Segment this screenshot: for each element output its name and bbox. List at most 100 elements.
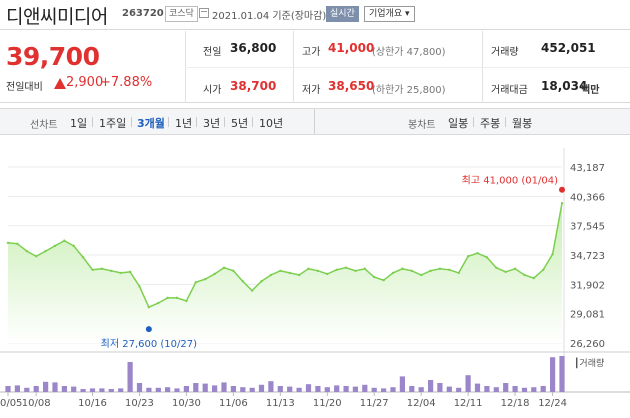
change-rate: +7.88% (100, 75, 153, 90)
volume-bar (493, 387, 499, 392)
separator (252, 117, 253, 127)
candle-chart-label[interactable]: 봉차트 (408, 120, 436, 131)
period-10y[interactable]: 10년 (259, 117, 284, 130)
price-point (91, 268, 94, 272)
volume-value: 452,051 (541, 41, 596, 55)
volume-bar (61, 386, 67, 392)
price-point (560, 202, 564, 205)
x-tick-label: 12/04 (407, 398, 436, 409)
volume-bar (155, 387, 161, 392)
price-point (438, 267, 442, 270)
price-point (138, 285, 141, 288)
volume-bar (183, 386, 189, 392)
volume-bar (456, 387, 462, 392)
volume-bar (362, 384, 368, 392)
volume-bar (108, 389, 114, 392)
volume-bar (418, 387, 424, 392)
price-point (119, 271, 122, 275)
price-point (419, 273, 423, 277)
amount-unit: 백만 (581, 85, 600, 96)
line-chart-label[interactable]: 선차트 (30, 120, 58, 131)
separator (224, 117, 225, 127)
price-point (53, 244, 57, 248)
price-point (457, 271, 460, 275)
price-point (513, 267, 517, 270)
price-point (203, 277, 207, 281)
volume-bar (230, 386, 236, 392)
calendar-icon (199, 8, 209, 18)
price-point (222, 266, 226, 269)
price-point (241, 280, 244, 283)
stock-code: 263720 (122, 8, 164, 19)
candle-monthly[interactable]: 월봉 (512, 117, 533, 130)
x-tick-label: 10/30 (172, 398, 201, 409)
volume-bar (136, 383, 143, 392)
y-tick-label: 31,902 (570, 280, 605, 291)
volume-bar (390, 387, 396, 392)
high-value: 41,000 (328, 41, 375, 55)
prev-close-value: 36,800 (230, 41, 277, 55)
market-badge: 코스닥 (165, 6, 198, 22)
candle-daily[interactable]: 일봉 (448, 117, 469, 130)
separator (168, 117, 169, 127)
separator (92, 117, 93, 127)
period-3y[interactable]: 3년 (203, 117, 221, 130)
candle-weekly[interactable]: 주봉 (480, 117, 501, 130)
realtime-button[interactable]: 실시간 (326, 6, 359, 22)
price-point (213, 272, 216, 276)
volume-bar (202, 383, 208, 392)
price-point (532, 276, 536, 280)
price-point (401, 267, 404, 270)
low-value: 38,650 (328, 79, 375, 93)
period-5y[interactable]: 5년 (231, 117, 249, 130)
volume-bar (296, 387, 302, 392)
period-3m[interactable]: 3개월 (137, 117, 165, 130)
price-point (269, 273, 273, 277)
volume-bar (14, 385, 20, 392)
price-point (16, 242, 19, 246)
company-overview-button[interactable]: 기업개요 ▾ (364, 6, 415, 22)
price-point (316, 269, 320, 273)
price-point (307, 267, 310, 270)
period-1d[interactable]: 1일 (70, 117, 88, 130)
price-point (335, 268, 338, 272)
price-point (63, 239, 66, 242)
separator (196, 117, 197, 127)
price-point (476, 251, 479, 255)
price-point (110, 269, 113, 273)
volume-bar (249, 387, 255, 392)
max-marker (559, 186, 565, 193)
volume-bar (277, 386, 283, 392)
volume-bar (371, 387, 377, 392)
open-value: 38,700 (230, 79, 277, 93)
stock-name: 디앤씨미디어 (6, 6, 108, 28)
price-point (504, 270, 507, 274)
price-point (373, 275, 376, 279)
y-tick-label: 34,723 (570, 251, 605, 262)
prev-close-label: 전일 (203, 47, 222, 58)
separator (473, 117, 474, 127)
change-value: 2,900 (66, 75, 104, 90)
period-1y[interactable]: 1년 (175, 117, 193, 130)
x-tick-label: 11/27 (360, 398, 389, 409)
price-point (344, 266, 348, 269)
volume-bar (5, 386, 11, 392)
period-1w[interactable]: 1주일 (99, 117, 127, 130)
y-tick-label: 29,081 (570, 310, 605, 321)
volume-bar (428, 380, 434, 392)
price-point (354, 269, 357, 273)
y-axis: 43,187 40,366 37,545 34,723 31,902 29,081 26,2… (570, 163, 605, 350)
volume-bar (381, 388, 387, 392)
volume-bar (484, 386, 490, 392)
x-tick-label: 11/20 (313, 398, 342, 409)
volume-bar (334, 385, 340, 392)
volume-bar (399, 376, 405, 392)
price-line (7, 203, 563, 309)
x-tick-label: 10/08 (22, 398, 51, 409)
price-point (185, 299, 188, 303)
volume-bar (127, 362, 133, 392)
price-point (391, 271, 395, 275)
price-point (279, 269, 282, 273)
price-point (288, 271, 291, 275)
volume-bar (43, 381, 49, 392)
